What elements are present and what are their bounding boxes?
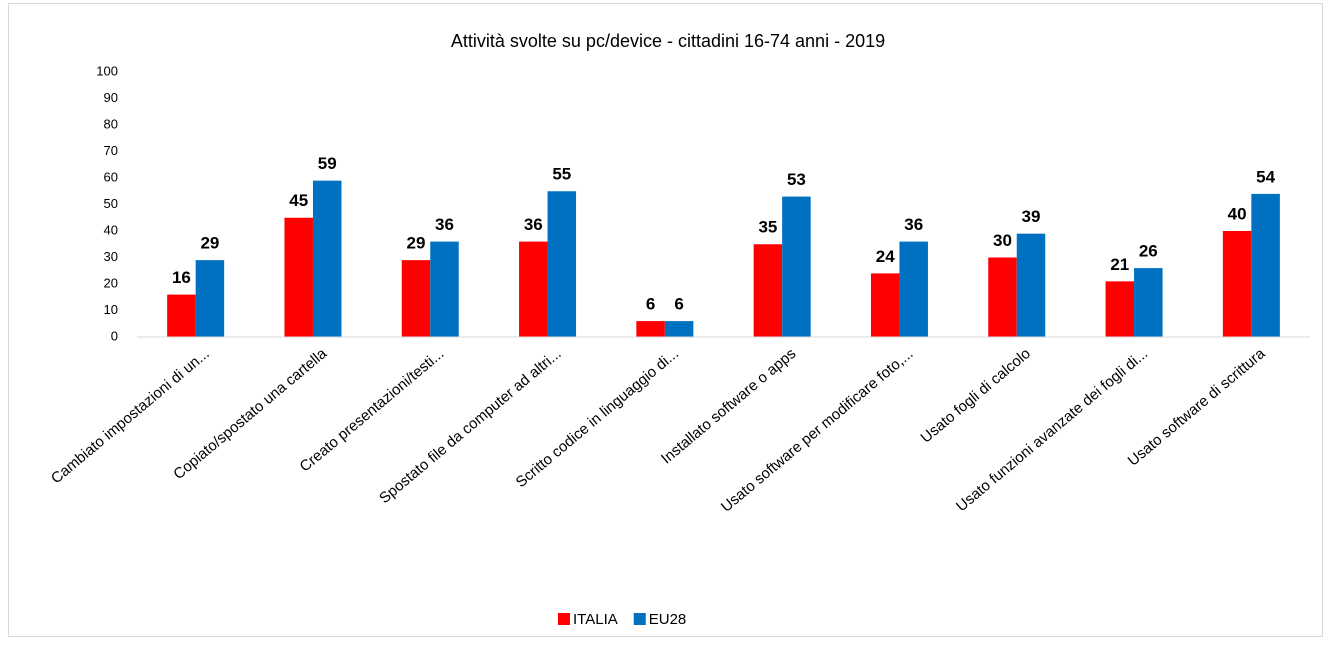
value-label: 36 — [524, 215, 543, 234]
value-label: 16 — [172, 268, 191, 287]
value-label: 6 — [646, 295, 655, 314]
bar — [547, 191, 577, 337]
bar — [312, 180, 342, 337]
y-tick-label: 40 — [104, 222, 118, 237]
bar — [870, 273, 900, 337]
value-label: 36 — [435, 215, 454, 234]
value-label: 39 — [1022, 207, 1041, 226]
bar — [753, 244, 783, 337]
value-label: 54 — [1256, 167, 1275, 186]
chart-border — [8, 3, 1323, 637]
value-label: 26 — [1139, 242, 1158, 261]
bar — [988, 257, 1017, 337]
legend-swatch — [633, 613, 646, 625]
y-tick-label: 10 — [104, 302, 118, 317]
bar — [636, 321, 665, 337]
y-tick-label: 30 — [104, 249, 118, 264]
bar — [1105, 281, 1135, 337]
y-tick-label: 0 — [111, 328, 118, 343]
value-label: 55 — [552, 165, 571, 184]
bar — [167, 294, 196, 337]
value-label: 40 — [1228, 204, 1247, 223]
value-label: 30 — [993, 231, 1012, 250]
legend-label: EU28 — [649, 611, 687, 628]
value-label: 21 — [1110, 255, 1129, 274]
value-label: 6 — [674, 295, 683, 314]
bar — [899, 241, 928, 337]
value-label: 36 — [904, 215, 923, 234]
legend-label: ITALIA — [573, 611, 618, 628]
bar — [284, 217, 313, 337]
value-label: 29 — [200, 234, 219, 253]
value-label: 59 — [318, 154, 337, 173]
value-label: 24 — [876, 247, 895, 266]
bar — [195, 260, 225, 337]
y-tick-label: 100 — [96, 63, 118, 78]
bar — [401, 260, 431, 337]
value-label: 35 — [758, 218, 777, 237]
value-label: 29 — [407, 234, 426, 253]
bar — [1222, 231, 1252, 337]
value-label: 53 — [787, 170, 806, 189]
bar — [430, 241, 459, 337]
y-tick-label: 80 — [104, 116, 118, 131]
y-tick-label: 70 — [104, 143, 118, 158]
legend-swatch — [558, 613, 570, 625]
bar — [519, 241, 548, 337]
y-tick-label: 20 — [104, 275, 118, 290]
y-tick-label: 60 — [104, 169, 118, 184]
chart-title: Attività svolte su pc/device - cittadini… — [451, 31, 885, 51]
y-tick-label: 90 — [104, 90, 118, 105]
bar — [1251, 193, 1280, 337]
value-label: 45 — [289, 191, 308, 210]
bar — [1134, 268, 1163, 337]
y-tick-label: 50 — [104, 196, 118, 211]
bar — [1016, 233, 1046, 337]
bar — [782, 196, 811, 337]
bar — [664, 321, 694, 337]
